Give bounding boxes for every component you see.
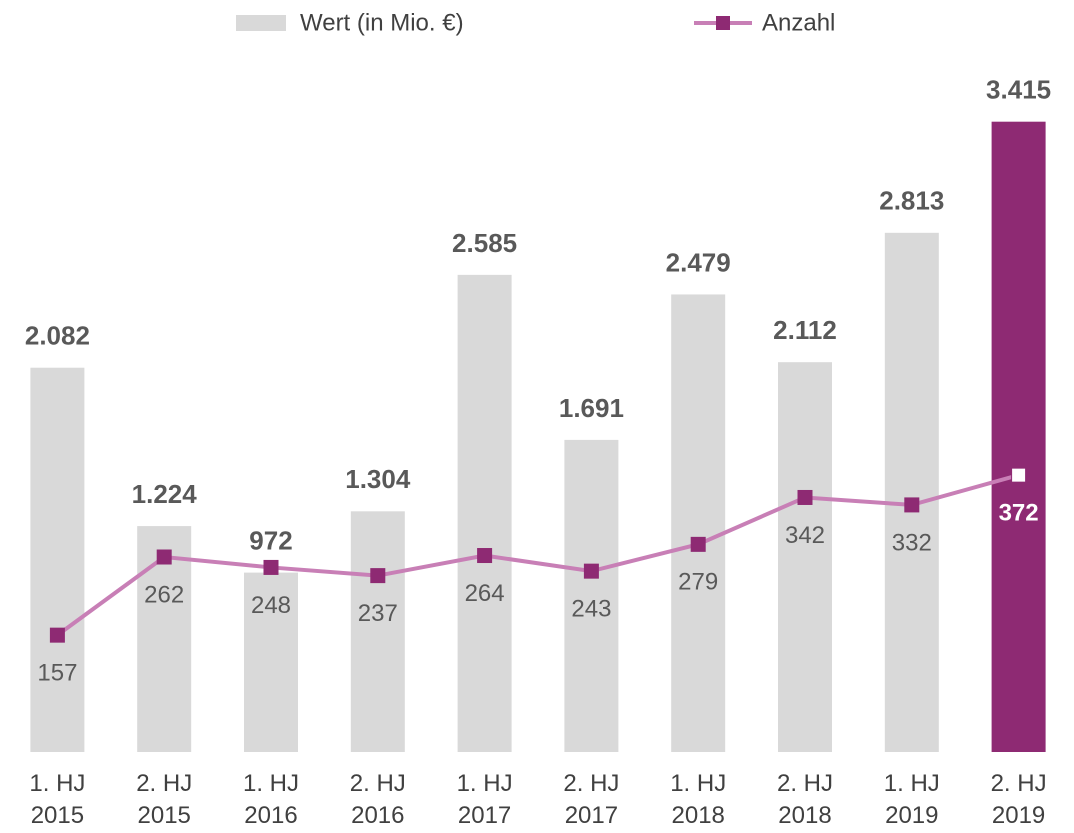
bar-value-label: 1.304 xyxy=(345,464,411,494)
line-value-label: 372 xyxy=(999,499,1039,526)
bar xyxy=(30,367,85,752)
bar-value-label: 2.112 xyxy=(773,315,837,345)
x-tick-line: 2016 xyxy=(244,802,297,829)
line-value-label: 262 xyxy=(144,581,184,608)
bar-value-label: 3.415 xyxy=(986,75,1051,105)
bar-value-label: 2.813 xyxy=(879,186,944,216)
x-tick-line: 2018 xyxy=(778,802,831,829)
bar-value-label: 1.224 xyxy=(132,479,198,509)
bar-value-label: 2.479 xyxy=(666,247,731,277)
line-value-label: 157 xyxy=(37,659,77,686)
line-marker xyxy=(583,563,599,579)
bar xyxy=(991,121,1046,752)
bar xyxy=(884,232,939,753)
x-tick-line: 2017 xyxy=(565,802,618,829)
x-tick-label: 2. HJ 2018 xyxy=(777,770,833,829)
line-value-label: 243 xyxy=(571,595,611,622)
legend-label: Anzahl xyxy=(762,9,835,36)
x-tick-line: 1. HJ xyxy=(29,770,85,797)
x-tick-line: 2016 xyxy=(351,802,404,829)
x-tick-label: 1. HJ 2016 xyxy=(243,770,299,829)
x-tick-label: 1. HJ 2017 xyxy=(457,770,513,829)
x-tick-line: 2. HJ xyxy=(777,770,833,797)
bar xyxy=(457,274,512,752)
line-marker xyxy=(370,568,386,584)
bar-value-label: 2.585 xyxy=(452,228,517,258)
bar-value-label: 972 xyxy=(249,525,292,555)
x-tick-line: 1. HJ xyxy=(670,770,726,797)
line-marker xyxy=(477,548,493,564)
bar xyxy=(350,511,405,752)
x-tick-label: 1. HJ 2019 xyxy=(884,770,940,829)
legend-swatch xyxy=(236,15,286,31)
line-value-label: 342 xyxy=(785,522,825,549)
line-marker xyxy=(49,627,65,643)
x-tick-line: 2019 xyxy=(992,802,1045,829)
line-value-label: 332 xyxy=(892,529,932,556)
bar-value-label: 1.691 xyxy=(559,393,624,423)
line-marker xyxy=(797,489,813,505)
x-tick-line: 2. HJ xyxy=(563,770,619,797)
bar-value-label: 2.082 xyxy=(25,321,90,351)
x-tick-label: 2. HJ 2015 xyxy=(136,770,192,829)
line-value-label: 264 xyxy=(465,580,505,607)
line xyxy=(56,473,1020,637)
line-marker xyxy=(263,559,279,575)
bar xyxy=(244,572,298,752)
x-tick-line: 2015 xyxy=(138,802,191,829)
x-tick-line: 2019 xyxy=(885,802,938,829)
x-tick-label: 2. HJ 2017 xyxy=(563,770,619,829)
line-marker xyxy=(690,536,706,552)
line-value-label: 279 xyxy=(678,569,718,596)
x-tick-line: 2015 xyxy=(31,802,84,829)
line-value-label: 237 xyxy=(358,600,398,627)
x-tick-line: 2017 xyxy=(458,802,511,829)
line-marker xyxy=(1011,467,1027,483)
x-tick-line: 2. HJ xyxy=(991,770,1047,797)
x-tick-line: 2. HJ xyxy=(136,770,192,797)
x-tick-line: 1. HJ xyxy=(243,770,299,797)
line-value-label: 248 xyxy=(251,592,291,619)
legend-label: Wert (in Mio. €) xyxy=(300,9,464,36)
x-tick-line: 2. HJ xyxy=(350,770,406,797)
bar xyxy=(778,362,832,752)
x-tick-line: 2018 xyxy=(672,802,725,829)
x-tick-line: 1. HJ xyxy=(457,770,513,797)
bar xyxy=(671,294,726,752)
x-tick-label: 2. HJ 2016 xyxy=(350,770,406,829)
bar xyxy=(564,439,619,752)
legend-marker xyxy=(716,16,730,30)
x-tick-label: 1. HJ 2018 xyxy=(670,770,726,829)
x-tick-label: 1. HJ 2015 xyxy=(29,770,85,829)
x-tick-label: 2. HJ 2019 xyxy=(991,770,1047,829)
line-marker xyxy=(156,549,172,565)
x-tick-line: 1. HJ xyxy=(884,770,940,797)
line-marker xyxy=(904,497,920,513)
